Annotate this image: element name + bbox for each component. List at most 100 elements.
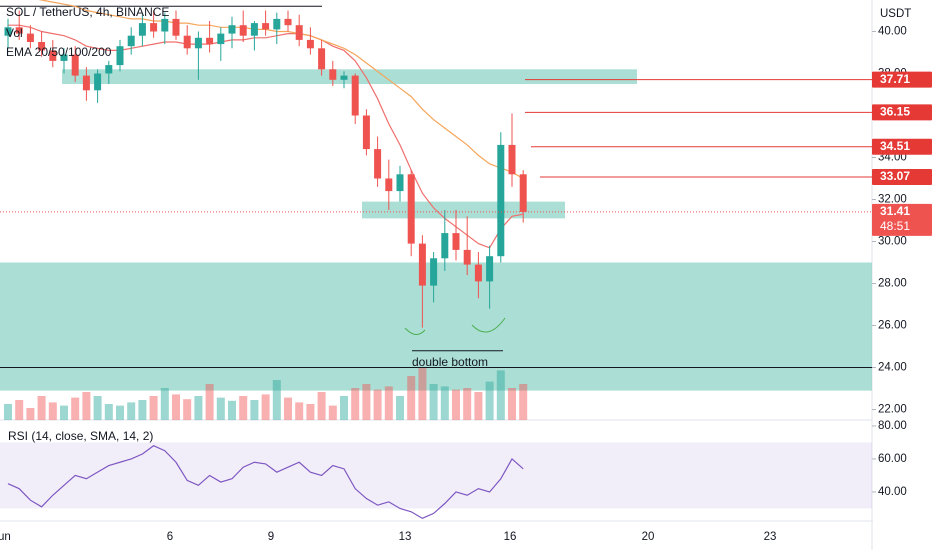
candle-body <box>441 233 449 259</box>
candle-body <box>60 54 68 61</box>
volume-bar <box>485 381 494 420</box>
candle-body <box>82 75 90 91</box>
volume-bar <box>328 405 337 420</box>
volume-bar <box>15 400 24 420</box>
price-tag <box>872 169 932 186</box>
volume-bar <box>317 392 326 420</box>
candle-body <box>497 144 505 257</box>
candle-body <box>284 18 292 26</box>
price-tag-label: 37.71 <box>880 72 910 86</box>
volume-bar <box>340 396 348 420</box>
volume-bar <box>362 384 371 420</box>
candle-body <box>407 174 415 244</box>
ema-line <box>8 24 524 249</box>
volume-bar <box>71 397 80 420</box>
volume-bar <box>104 404 113 420</box>
y-tick-label: 24.00 <box>878 362 907 374</box>
volume-bar <box>93 396 102 420</box>
volume-bar <box>384 386 393 420</box>
volume-bar <box>284 397 292 420</box>
volume-bar <box>396 396 404 420</box>
candle-body <box>306 39 314 49</box>
volume-bar <box>351 388 360 420</box>
volume-bar <box>82 392 91 420</box>
volume-bar <box>295 402 304 420</box>
candle-body <box>508 144 516 175</box>
x-tick-label: 6 <box>167 531 173 543</box>
candle-body <box>15 27 23 34</box>
volume-bar <box>60 405 68 420</box>
price-tag <box>872 104 932 121</box>
x-tick-label: un <box>0 531 11 543</box>
annotation-text: double bottom <box>412 355 488 369</box>
volume-bar <box>306 404 315 420</box>
candle-body <box>38 42 46 51</box>
price-tag-label: 33.07 <box>880 169 910 183</box>
price-tag <box>872 203 932 236</box>
candle-body <box>351 75 359 116</box>
candle-body <box>26 33 34 42</box>
rsi-title: RSI (14, close, SMA, 14, 2) <box>8 429 153 443</box>
y-tick-label: 32.00 <box>878 194 907 206</box>
volume-bar <box>194 396 203 420</box>
candle-body <box>161 18 169 32</box>
x-tick-label: 16 <box>504 531 517 543</box>
volume-bar <box>228 400 236 420</box>
candle-body <box>463 249 471 265</box>
y-tick-label: 22.00 <box>878 404 907 416</box>
candle-body <box>217 33 225 45</box>
y-tick-label: 26.00 <box>878 320 907 332</box>
volume-bar <box>48 402 57 420</box>
volume-bar <box>116 405 124 420</box>
volume-bar <box>216 397 225 420</box>
volume-bar <box>474 392 483 420</box>
volume-bar <box>463 388 472 420</box>
axis-bg <box>873 0 932 550</box>
y-tick-label: 60.00 <box>878 453 907 465</box>
candle-body <box>385 178 393 192</box>
x-tick-label: 23 <box>764 531 777 543</box>
candle-body <box>105 65 113 74</box>
candle-body <box>273 18 281 30</box>
candle-body <box>71 54 79 76</box>
volume-bar <box>373 389 382 420</box>
volume-bar <box>418 368 427 420</box>
candle-body <box>49 50 57 61</box>
volume-bar <box>440 386 449 420</box>
volume-bar <box>429 384 438 420</box>
candle-body <box>228 25 236 34</box>
volume-bar <box>160 388 169 420</box>
candle-body <box>362 115 370 150</box>
bottom-mark <box>404 327 426 335</box>
volume-bar <box>508 388 516 420</box>
candle-body <box>340 75 348 80</box>
volume-bar <box>149 396 158 420</box>
candle-body <box>452 233 460 250</box>
candle-body <box>206 37 214 45</box>
volume-bar <box>4 404 12 420</box>
volume-bar <box>26 408 35 420</box>
candle-body <box>474 264 482 282</box>
indicator-label: Vol <box>6 26 23 40</box>
volume-bar <box>37 396 46 420</box>
candle-body <box>127 35 135 47</box>
y-tick-label: 80.00 <box>878 420 907 432</box>
candle-body <box>262 23 270 30</box>
y-tick-label: 40.00 <box>878 486 907 498</box>
volume-bar <box>138 400 147 420</box>
rsi-band <box>0 442 872 509</box>
volume-bar <box>452 389 460 420</box>
candle-body <box>138 23 146 36</box>
price-tag-label: 31.41 <box>880 204 910 218</box>
price-tag <box>872 138 932 155</box>
y-tick-label: 28.00 <box>878 278 907 290</box>
rsi-line <box>7 445 524 520</box>
volume-bar <box>261 394 270 420</box>
zone <box>62 69 637 84</box>
volume-bar <box>205 384 214 420</box>
bottom-mark <box>471 317 506 333</box>
candle-body <box>116 46 124 66</box>
volume-bar <box>272 380 281 420</box>
indicator-label: EMA 20/50/100/200 <box>6 45 112 59</box>
